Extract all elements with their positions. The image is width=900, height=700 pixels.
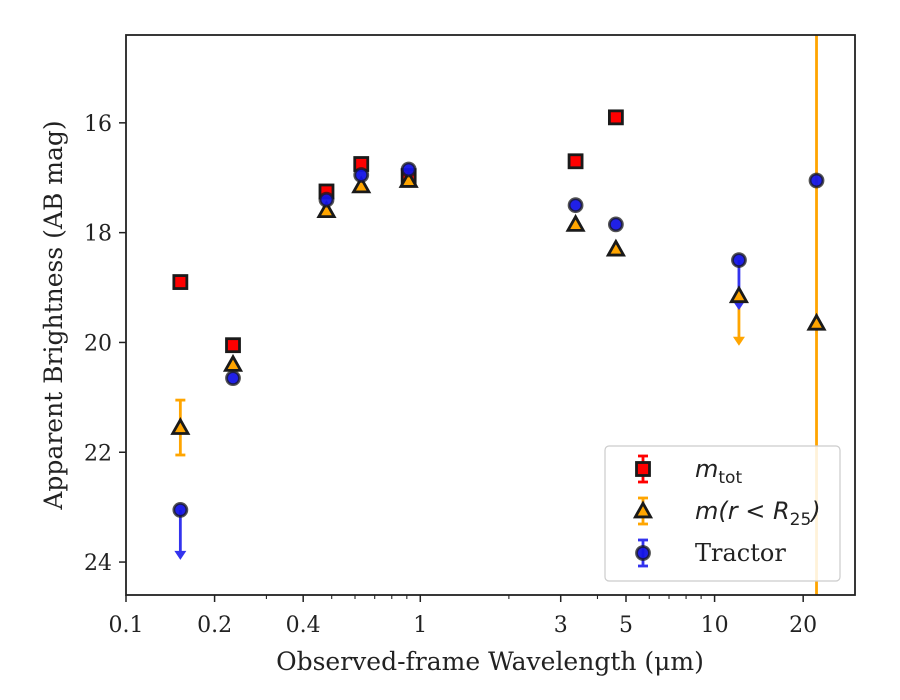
legend-marker-tractor <box>635 545 651 561</box>
tractor-point <box>225 370 241 387</box>
tractor-point <box>808 172 825 189</box>
m_r25-point <box>728 285 750 304</box>
legend-label-main: Tractor <box>695 539 786 567</box>
x-tick-label: 0.1 <box>109 613 144 638</box>
y-tick-label: 18 <box>84 222 112 247</box>
tractor-point <box>172 502 189 518</box>
legend-label-sub: 25 <box>790 510 812 530</box>
x-tick-label: 0.4 <box>286 613 321 638</box>
x-tick-label: 5 <box>619 613 633 638</box>
m_tot-point <box>225 337 241 354</box>
y-tick-label: 24 <box>84 551 112 576</box>
m_r25-point <box>222 353 244 372</box>
x-tick-label: 20 <box>789 613 817 638</box>
m_tot-point <box>172 274 189 290</box>
tractor-arrow-head <box>174 550 187 560</box>
x-tick-label: 10 <box>701 613 729 638</box>
legend-label-rest: ) <box>809 497 820 525</box>
axis-ticks: 0.1 0.2 0.4 1 3 5 10 20 16 18 20 22 24 <box>84 112 817 638</box>
tractor-point <box>318 191 335 208</box>
m_r25-point <box>316 200 337 219</box>
tractor-point <box>400 161 417 178</box>
y-tick-label: 20 <box>84 331 112 356</box>
tractor-point <box>607 216 624 233</box>
m_r25-point <box>565 213 586 232</box>
x-axis-label: Observed-frame Wavelength (μm) <box>276 647 704 676</box>
legend: mtot m(r < R25) Tractor <box>604 445 841 582</box>
legend-label-sub: tot <box>718 468 742 488</box>
tractor-point <box>353 167 370 183</box>
y-tick-label: 16 <box>84 112 112 137</box>
m_r25-arrow-head <box>732 336 745 346</box>
m_r25-point <box>351 175 372 194</box>
m_tot-point <box>567 153 584 170</box>
legend-box <box>604 445 841 582</box>
tractor-point <box>567 197 584 214</box>
tractor-point <box>731 252 747 268</box>
m_tot-point <box>607 109 624 126</box>
data-points <box>170 109 827 518</box>
legend-marker-m_tot <box>635 461 651 477</box>
tractor-arrow-head <box>732 301 745 311</box>
legend-label-m_r25: m(r < R25) <box>695 497 821 530</box>
y-tick-label: 22 <box>84 441 112 466</box>
x-tick-label: 0.2 <box>197 613 232 638</box>
y-axis-label: Apparent Brightness (AB mag) <box>39 120 68 510</box>
plot-frame <box>125 34 856 596</box>
legend-marker-m_r25 <box>632 500 654 519</box>
m_r25-point <box>398 169 419 188</box>
m_r25-point <box>806 312 827 331</box>
x-tick-label: 1 <box>413 613 427 638</box>
legend-label-main: m <box>695 455 718 483</box>
legend-label-main: m(r < R <box>695 497 790 525</box>
m_r25-point <box>605 238 626 257</box>
legend-label-m_tot: mtot <box>695 455 742 488</box>
legend-label-tractor: Tractor <box>695 539 786 567</box>
x-tick-label: 3 <box>554 613 568 638</box>
m_r25-point <box>170 417 191 435</box>
